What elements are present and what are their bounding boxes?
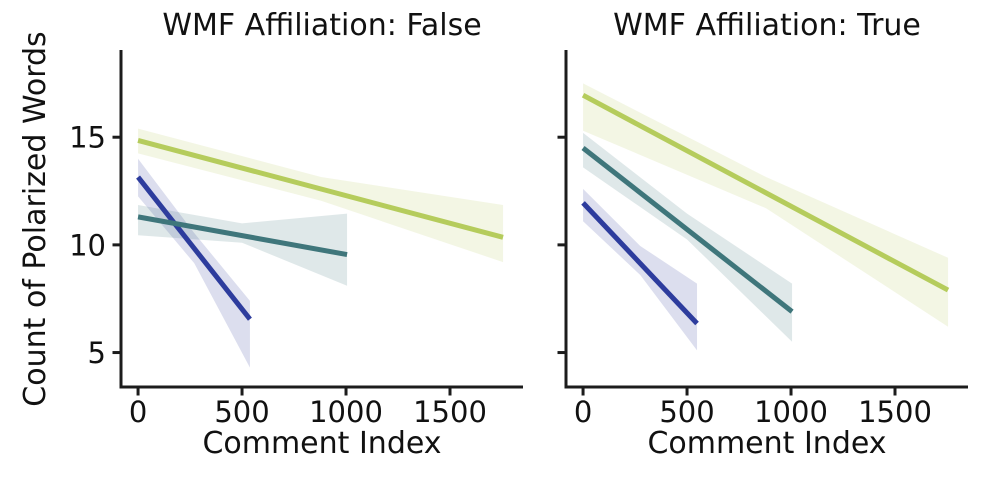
x-tick-label: 0 <box>129 395 147 429</box>
y-axis-label: Count of Polarized Words <box>18 31 53 407</box>
y-tick-label: 5 <box>88 336 106 370</box>
regression-line-group-blue <box>136 175 252 321</box>
x-axis-label-left: Comment Index <box>202 426 442 461</box>
x-tick-label: 500 <box>659 395 714 429</box>
regression-line-group-teal <box>581 146 794 314</box>
regression-line-group-teal <box>137 214 348 258</box>
axes-spines <box>119 50 523 389</box>
subplot-title-false: WMF Affiliation: False <box>162 8 482 43</box>
x-tick-label: 1000 <box>309 395 383 429</box>
confidence-band-group-blue <box>138 158 250 368</box>
regression-line-group-green <box>137 138 504 240</box>
confidence-band-group-green <box>138 128 504 263</box>
subplot-title-true: WMF Affiliation: True <box>613 8 921 43</box>
confidence-band-group-blue <box>583 188 698 351</box>
regression-line-group-blue <box>581 201 699 326</box>
y-tick-label: 15 <box>69 121 106 155</box>
y-tick-label: 10 <box>69 228 106 262</box>
x-tick-label: 1500 <box>858 395 932 429</box>
x-tick-label: 500 <box>214 395 269 429</box>
x-tick-label: 0 <box>574 395 592 429</box>
x-axis-label-right: Comment Index <box>647 426 887 461</box>
axes-spines <box>564 50 968 389</box>
x-tick-label: 1000 <box>754 395 828 429</box>
regression-line-group-green <box>581 93 950 293</box>
x-tick-label: 1500 <box>413 395 487 429</box>
confidence-band-group-teal <box>583 132 793 342</box>
